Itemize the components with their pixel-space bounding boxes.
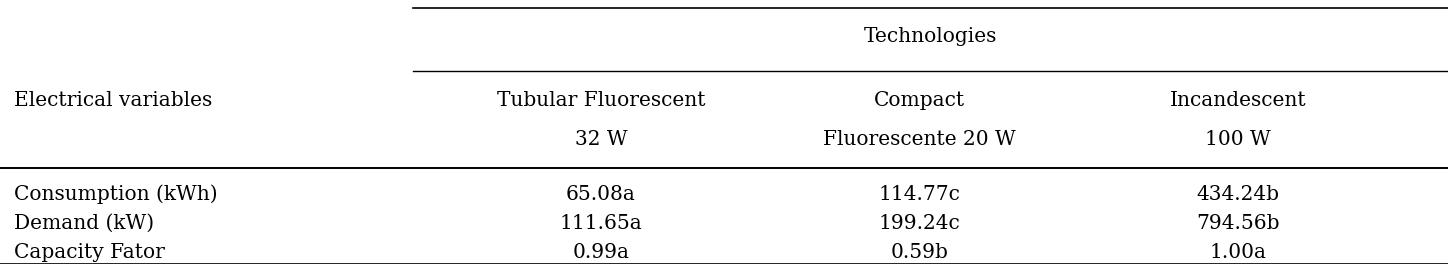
Text: 0.99a: 0.99a bbox=[572, 243, 630, 262]
Text: Incandescent: Incandescent bbox=[1170, 91, 1306, 110]
Text: 0.59b: 0.59b bbox=[891, 243, 948, 262]
Text: 199.24c: 199.24c bbox=[879, 214, 960, 233]
Text: 32 W: 32 W bbox=[575, 130, 627, 149]
Text: Tubular Fluorescent: Tubular Fluorescent bbox=[497, 91, 705, 110]
Text: 114.77c: 114.77c bbox=[879, 185, 960, 204]
Text: Demand (kW): Demand (kW) bbox=[14, 214, 155, 233]
Text: Electrical variables: Electrical variables bbox=[14, 91, 213, 110]
Text: Fluorescente 20 W: Fluorescente 20 W bbox=[822, 130, 1016, 149]
Text: Capacity Fator: Capacity Fator bbox=[14, 243, 165, 262]
Text: Technologies: Technologies bbox=[863, 27, 998, 46]
Text: 794.56b: 794.56b bbox=[1196, 214, 1280, 233]
Text: 434.24b: 434.24b bbox=[1196, 185, 1280, 204]
Text: Compact: Compact bbox=[875, 91, 964, 110]
Text: Consumption (kWh): Consumption (kWh) bbox=[14, 184, 219, 204]
Text: 1.00a: 1.00a bbox=[1209, 243, 1267, 262]
Text: 111.65a: 111.65a bbox=[559, 214, 643, 233]
Text: 65.08a: 65.08a bbox=[566, 185, 636, 204]
Text: 100 W: 100 W bbox=[1205, 130, 1271, 149]
